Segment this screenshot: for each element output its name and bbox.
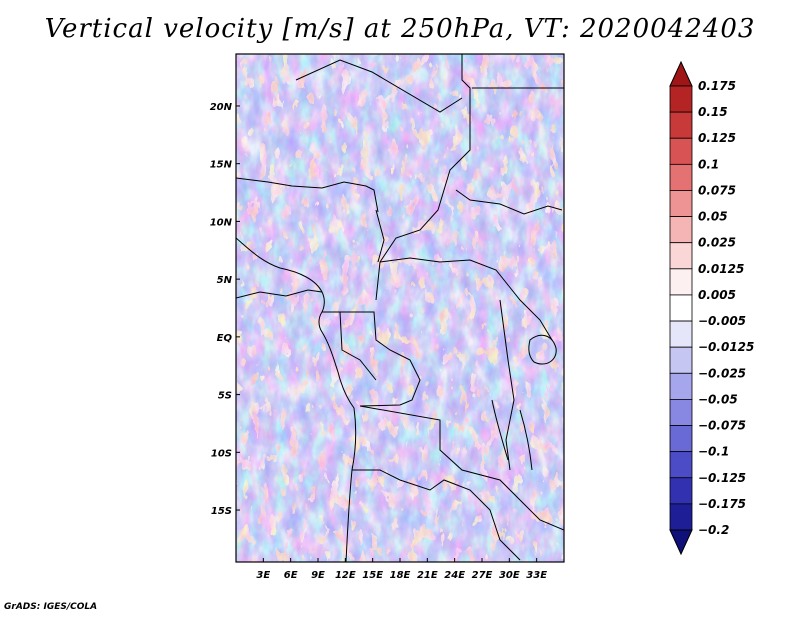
colorbar-swatch <box>669 399 693 426</box>
colorbar-label: −0.025 <box>698 366 746 380</box>
grads-credit: GrADS: IGES/COLA <box>4 602 98 612</box>
colorbar-label: 0.0125 <box>698 262 744 276</box>
field-red-layer <box>236 54 564 562</box>
border-line-10 <box>499 299 515 471</box>
lon-tick-label: 12E <box>335 570 356 581</box>
map-title: Vertical velocity [m/s] at 250hPa, VT: 2… <box>44 14 756 44</box>
lon-tick-label: 21E <box>417 570 438 581</box>
colorbar-label: −0.175 <box>698 497 746 511</box>
colorbar-top-arrow <box>669 60 693 87</box>
colorbar-label: 0.005 <box>698 288 736 302</box>
lake-tanganyika <box>491 399 509 461</box>
lon-tick-label: 27E <box>472 570 493 581</box>
lon-tick-label: 33E <box>526 570 547 581</box>
lon-tick-label: 6E <box>284 570 298 581</box>
colorbar-swatch <box>669 320 693 348</box>
colorbar-swatch <box>669 294 693 322</box>
colorbar-swatch <box>669 477 693 505</box>
colorbar-swatch <box>669 163 693 191</box>
colorbar-swatch <box>669 425 693 453</box>
velocity-field <box>236 54 564 562</box>
colorbar-swatch <box>669 85 693 113</box>
colorbar-label: −0.005 <box>698 314 746 328</box>
colorbar-swatch <box>669 451 693 479</box>
lat-tick-label: 10S <box>211 448 232 459</box>
colorbar-label: 0.125 <box>698 131 736 145</box>
colorbar-label: 0.05 <box>698 210 728 224</box>
border-line-9 <box>352 469 521 561</box>
colorbar-swatch <box>669 111 693 139</box>
colorbar-label: −0.1 <box>698 445 729 459</box>
border-line-1 <box>375 54 471 301</box>
lon-tick-label: 24E <box>444 570 465 581</box>
colorbar-label: −0.05 <box>698 392 738 406</box>
lat-tick-label: 10N <box>210 217 233 228</box>
lat-tick-label: EQ <box>217 333 233 344</box>
colorbar-label: −0.2 <box>698 523 729 537</box>
colorbar-swatch <box>669 190 693 217</box>
coastline-west <box>236 237 357 562</box>
colorbar-label: −0.075 <box>698 419 746 433</box>
border-line-11 <box>375 209 385 263</box>
border-line-5 <box>455 189 563 215</box>
lake-malawi <box>519 409 533 471</box>
colorbar-swatch <box>669 372 693 400</box>
colorbar-swatch <box>669 242 693 270</box>
border-line-2 <box>236 177 379 213</box>
colorbar-swatch <box>669 216 693 244</box>
lake-victoria <box>528 334 557 365</box>
colorbar-swatch <box>669 268 693 296</box>
colorbar-label: −0.125 <box>698 471 746 485</box>
colorbar: 0.175 0.15 0.125 0.1 0.075 0.05 0.025 0.0125 0.0… <box>669 60 754 556</box>
colorbar-label: 0.075 <box>698 183 736 197</box>
lat-tick-label: 15N <box>210 160 233 171</box>
lat-tick-label: 15S <box>211 506 232 517</box>
lat-tick-label: 5S <box>218 391 232 402</box>
colorbar-bottom-arrow <box>669 529 693 556</box>
borders-layer <box>236 54 564 562</box>
colorbar-label: −0.0125 <box>698 340 754 354</box>
lat-tick-label: 20N <box>210 102 233 113</box>
colorbar-swatch <box>669 346 693 374</box>
colorbar-swatch <box>669 503 693 531</box>
lon-tick-label: 30E <box>499 570 520 581</box>
lat-tick-label: 5N <box>217 275 233 286</box>
border-line-8 <box>359 405 564 531</box>
colorbar-label: 0.1 <box>698 157 719 171</box>
colorbar-label: 0.175 <box>698 79 736 93</box>
lon-tick-label: 18E <box>390 570 411 581</box>
border-line-3 <box>295 59 463 113</box>
border-line-7 <box>340 311 421 407</box>
axis-layer: 3E 6E 9E 12E 15E 18E 21E 24E 27E 30E 33E 20N 15N 10N 5… <box>210 102 548 581</box>
colorbar-swatch <box>669 137 693 165</box>
lon-tick-label: 15E <box>362 570 383 581</box>
colorbar-label: 0.15 <box>698 105 728 119</box>
colorbar-label: 0.025 <box>698 236 736 250</box>
border-line-6 <box>379 257 553 341</box>
border-line-12 <box>322 311 377 381</box>
lon-tick-label: 3E <box>256 570 270 581</box>
border-line-13 <box>236 289 323 299</box>
lon-tick-label: 9E <box>311 570 325 581</box>
